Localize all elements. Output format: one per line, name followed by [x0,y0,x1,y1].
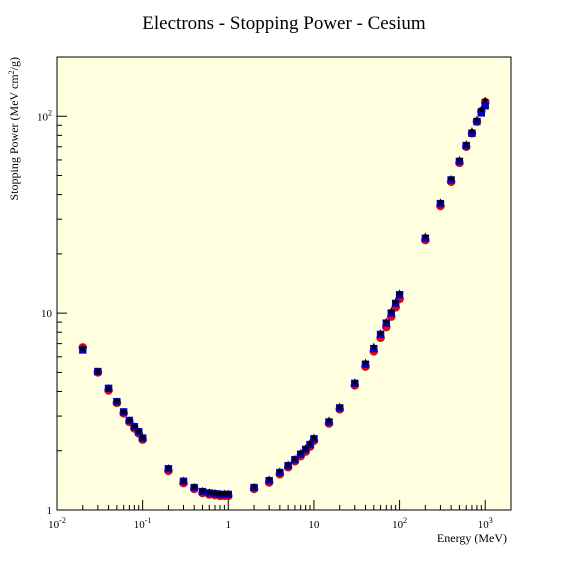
tick-label-layer: 10-2 10-1 1 10 102 103 1 10 102 [37,108,493,531]
x-tick-label: 1 [226,519,232,531]
y-tick-label: 102 [37,108,52,123]
data-point-star [119,407,128,416]
data-point-star [481,96,490,105]
data-point-star [462,140,471,148]
y-axis-label-post: /g) [7,57,21,70]
data-point-star [455,155,464,164]
x-tick-label: 10 [308,519,320,531]
data-point-star [325,416,334,424]
data-point-star [382,317,391,326]
data-point-star [104,384,113,392]
data-point-star [93,367,102,375]
data-point-star [190,482,199,491]
chart-title: Electrons - Stopping Power - Cesium [142,13,426,34]
data-point-star [290,454,299,463]
data-point-square [477,109,485,117]
data-point-star [335,402,344,411]
x-axis-label: Energy (MeV) [437,531,507,545]
y-tick-label: 1 [47,505,53,517]
y-axis-label-sup: 2 [7,70,16,74]
data-point-star [211,488,220,497]
data-point-star [361,358,370,367]
data-point-star [296,448,305,457]
x-tick-label: 103 [478,516,493,531]
data-point-star [125,416,134,424]
data-point-star [369,342,378,351]
x-tick-label: 102 [392,516,407,531]
data-point-star [309,433,318,442]
data-point-star [391,297,400,306]
data-point-star [250,482,259,491]
data-point-star [179,476,188,485]
data-point-star [477,105,486,114]
data-point-star [130,422,139,431]
data-point-square [481,102,489,110]
series-layer [78,96,490,501]
data-point-square [370,344,378,353]
data-point-star [467,126,476,135]
data-point-star [350,378,359,386]
data-point-star [301,444,310,452]
data-point-star [224,489,233,498]
data-point-star [198,486,207,495]
plot-area [56,56,512,511]
x-tick-label: 10-1 [134,516,152,531]
data-point-star [215,489,224,498]
data-point-star [205,488,214,496]
data-point-star [376,329,385,337]
data-point-star [138,433,147,442]
data-point-star [275,467,284,475]
data-point-star [472,115,481,124]
data-point-star [395,289,404,297]
data-point-star [78,344,87,353]
y-tick-label: 10 [41,308,53,320]
y-axis-label-pre: Stopping Power (MeV cm [7,74,21,201]
series-star [78,96,490,498]
data-point-star [284,460,293,469]
data-point-square [468,129,476,137]
data-point-star [447,174,456,183]
data-point-star [387,307,396,315]
data-point-star [265,475,274,483]
x-tick-label: 10-2 [48,516,66,531]
data-point-star [421,232,430,240]
data-point-star [436,198,445,206]
data-point-star [134,427,143,436]
data-point-star [306,439,315,447]
data-point-star [164,464,173,472]
data-point-star [112,397,121,406]
tick-layer [56,56,512,511]
y-axis-label: Stopping Power (MeV cm2/g) [7,57,21,200]
